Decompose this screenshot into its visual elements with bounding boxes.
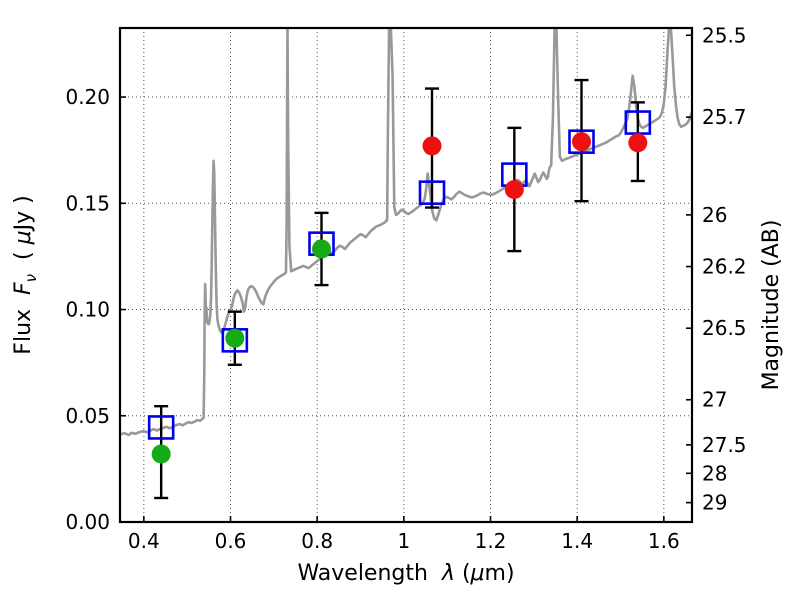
xtick-label-0: 0.4 [128, 529, 160, 553]
nir-photometry-point-3 [628, 133, 648, 153]
ytick-right-label-5: 27 [702, 388, 727, 412]
ytick-right-label-4: 26.5 [702, 316, 747, 340]
ytick-right-label-0: 25.5 [702, 23, 747, 47]
ytick-right-label-3: 26.2 [702, 255, 747, 279]
y2-axis-title: Magnitude (AB) [759, 220, 784, 391]
ytick-label-3: 0.15 [65, 191, 110, 215]
ytick-label-4: 0.20 [65, 85, 110, 109]
ytick-right-label-1: 25.7 [702, 105, 747, 129]
plot-background [120, 28, 692, 522]
model-photometry-square-5 [568, 129, 595, 154]
xtick-label-6: 1.6 [648, 529, 680, 553]
model-photometry-square-0 [147, 415, 175, 440]
xtick-label-1: 0.6 [215, 529, 247, 553]
ytick-right-label-7: 28 [702, 461, 727, 485]
y-axis-title: Flux Fν ( μJy ) [11, 195, 40, 354]
xtick-label-5: 1.4 [561, 529, 593, 553]
xtick-label-4: 1.2 [475, 529, 507, 553]
ytick-label-0: 0.00 [65, 510, 110, 534]
nir-photometry-point-0 [422, 136, 442, 156]
ytick-label-2: 0.10 [65, 298, 110, 322]
ytick-right-label-2: 26 [702, 203, 727, 227]
plot-frame [118, 26, 694, 524]
nir-photometry-point-2 [572, 132, 591, 152]
x-axis-title: Wavelength λ (μm) [297, 561, 514, 586]
model-photometry-square-3 [418, 180, 446, 205]
optical-photometry-point-0 [151, 444, 171, 464]
xtick-label-3: 1 [397, 529, 410, 553]
ytick-label-1: 0.05 [65, 404, 110, 428]
ytick-right-label-6: 27.5 [702, 433, 747, 457]
optical-photometry-point-2 [312, 239, 331, 259]
xtick-label-2: 0.8 [301, 529, 333, 553]
spectrum-line [120, 28, 692, 437]
nir-photometry-point-1 [504, 179, 524, 199]
ytick-right-label-8: 29 [702, 491, 727, 515]
optical-photometry-point-1 [225, 328, 245, 348]
